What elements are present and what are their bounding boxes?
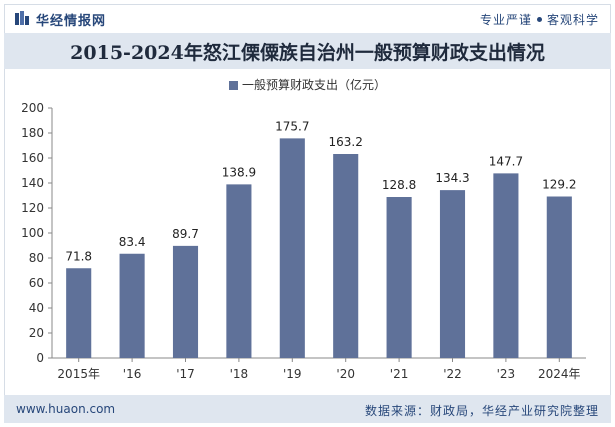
bar	[439, 190, 466, 358]
bar	[119, 253, 145, 358]
y-tick-label: 140	[21, 176, 44, 190]
bar	[226, 184, 252, 358]
x-tick-label: 2024年	[538, 367, 581, 381]
y-tick-label: 120	[21, 201, 44, 215]
y-tick-label: 0	[36, 351, 44, 365]
bar-value-label: 71.8	[65, 249, 92, 263]
bar	[333, 154, 359, 358]
title-band: 2015-2024年怒江傈僳族自治州一般预算财政支出情况	[4, 33, 611, 69]
bar	[493, 173, 519, 358]
x-tick-label: '18	[230, 367, 249, 381]
slogan-right: 客观科学	[546, 13, 599, 27]
bar-value-label: 129.2	[542, 178, 576, 192]
bar	[172, 245, 199, 358]
y-tick-label: 80	[29, 251, 44, 265]
footer-source: 数据来源：财政局，华经产业研究院整理	[364, 404, 599, 418]
bar-value-label: 175.7	[275, 119, 309, 133]
bar	[279, 138, 305, 358]
y-tick-label: 160	[21, 151, 44, 165]
top-bar: 华经情报网 专业严谨 客观科学	[4, 4, 611, 32]
footer-site: www.huaon.com	[16, 402, 116, 416]
bar	[546, 196, 572, 358]
y-tick-label: 200	[21, 101, 44, 115]
slogan-left: 专业严谨	[479, 13, 532, 27]
brand-name: 华经情报网	[36, 14, 107, 29]
x-tick-label: '21	[390, 367, 409, 381]
legend-swatch	[228, 81, 238, 90]
x-tick-label: '22	[443, 367, 462, 381]
y-tick-label: 40	[29, 301, 44, 315]
bar-value-label: 128.8	[382, 178, 416, 192]
y-tick-label: 20	[29, 326, 44, 340]
x-tick-label: 2015年	[57, 367, 100, 381]
slogan-separator-icon	[536, 17, 542, 22]
legend-label: 一般预算财政支出（亿元）	[241, 78, 386, 92]
bar	[386, 197, 412, 358]
bar-value-label: 89.7	[172, 227, 199, 241]
bar-value-label: 134.3	[435, 171, 469, 185]
y-tick-label: 180	[21, 126, 44, 140]
y-tick-label: 60	[29, 276, 44, 290]
x-tick-label: '20	[336, 367, 355, 381]
bar-value-label: 138.9	[222, 165, 256, 179]
bar-value-label: 83.4	[119, 235, 146, 249]
legend: 一般预算财政支出（亿元）	[0, 76, 615, 93]
x-tick-label: '17	[176, 367, 195, 381]
bar-value-label: 147.7	[489, 154, 523, 168]
x-tick-label: '16	[123, 367, 142, 381]
footer-band: www.huaon.com 数据来源：财政局，华经产业研究院整理	[4, 395, 611, 423]
huajing-logo-icon	[15, 11, 29, 25]
x-tick-label: '19	[283, 367, 302, 381]
bar	[66, 268, 92, 358]
y-tick-label: 100	[21, 226, 44, 240]
slogan: 专业严谨 客观科学	[480, 11, 599, 28]
chart-title: 2015-2024年怒江傈僳族自治州一般预算财政支出情况	[70, 42, 545, 64]
x-tick-label: '23	[497, 367, 516, 381]
bar-value-label: 163.2	[329, 135, 363, 149]
